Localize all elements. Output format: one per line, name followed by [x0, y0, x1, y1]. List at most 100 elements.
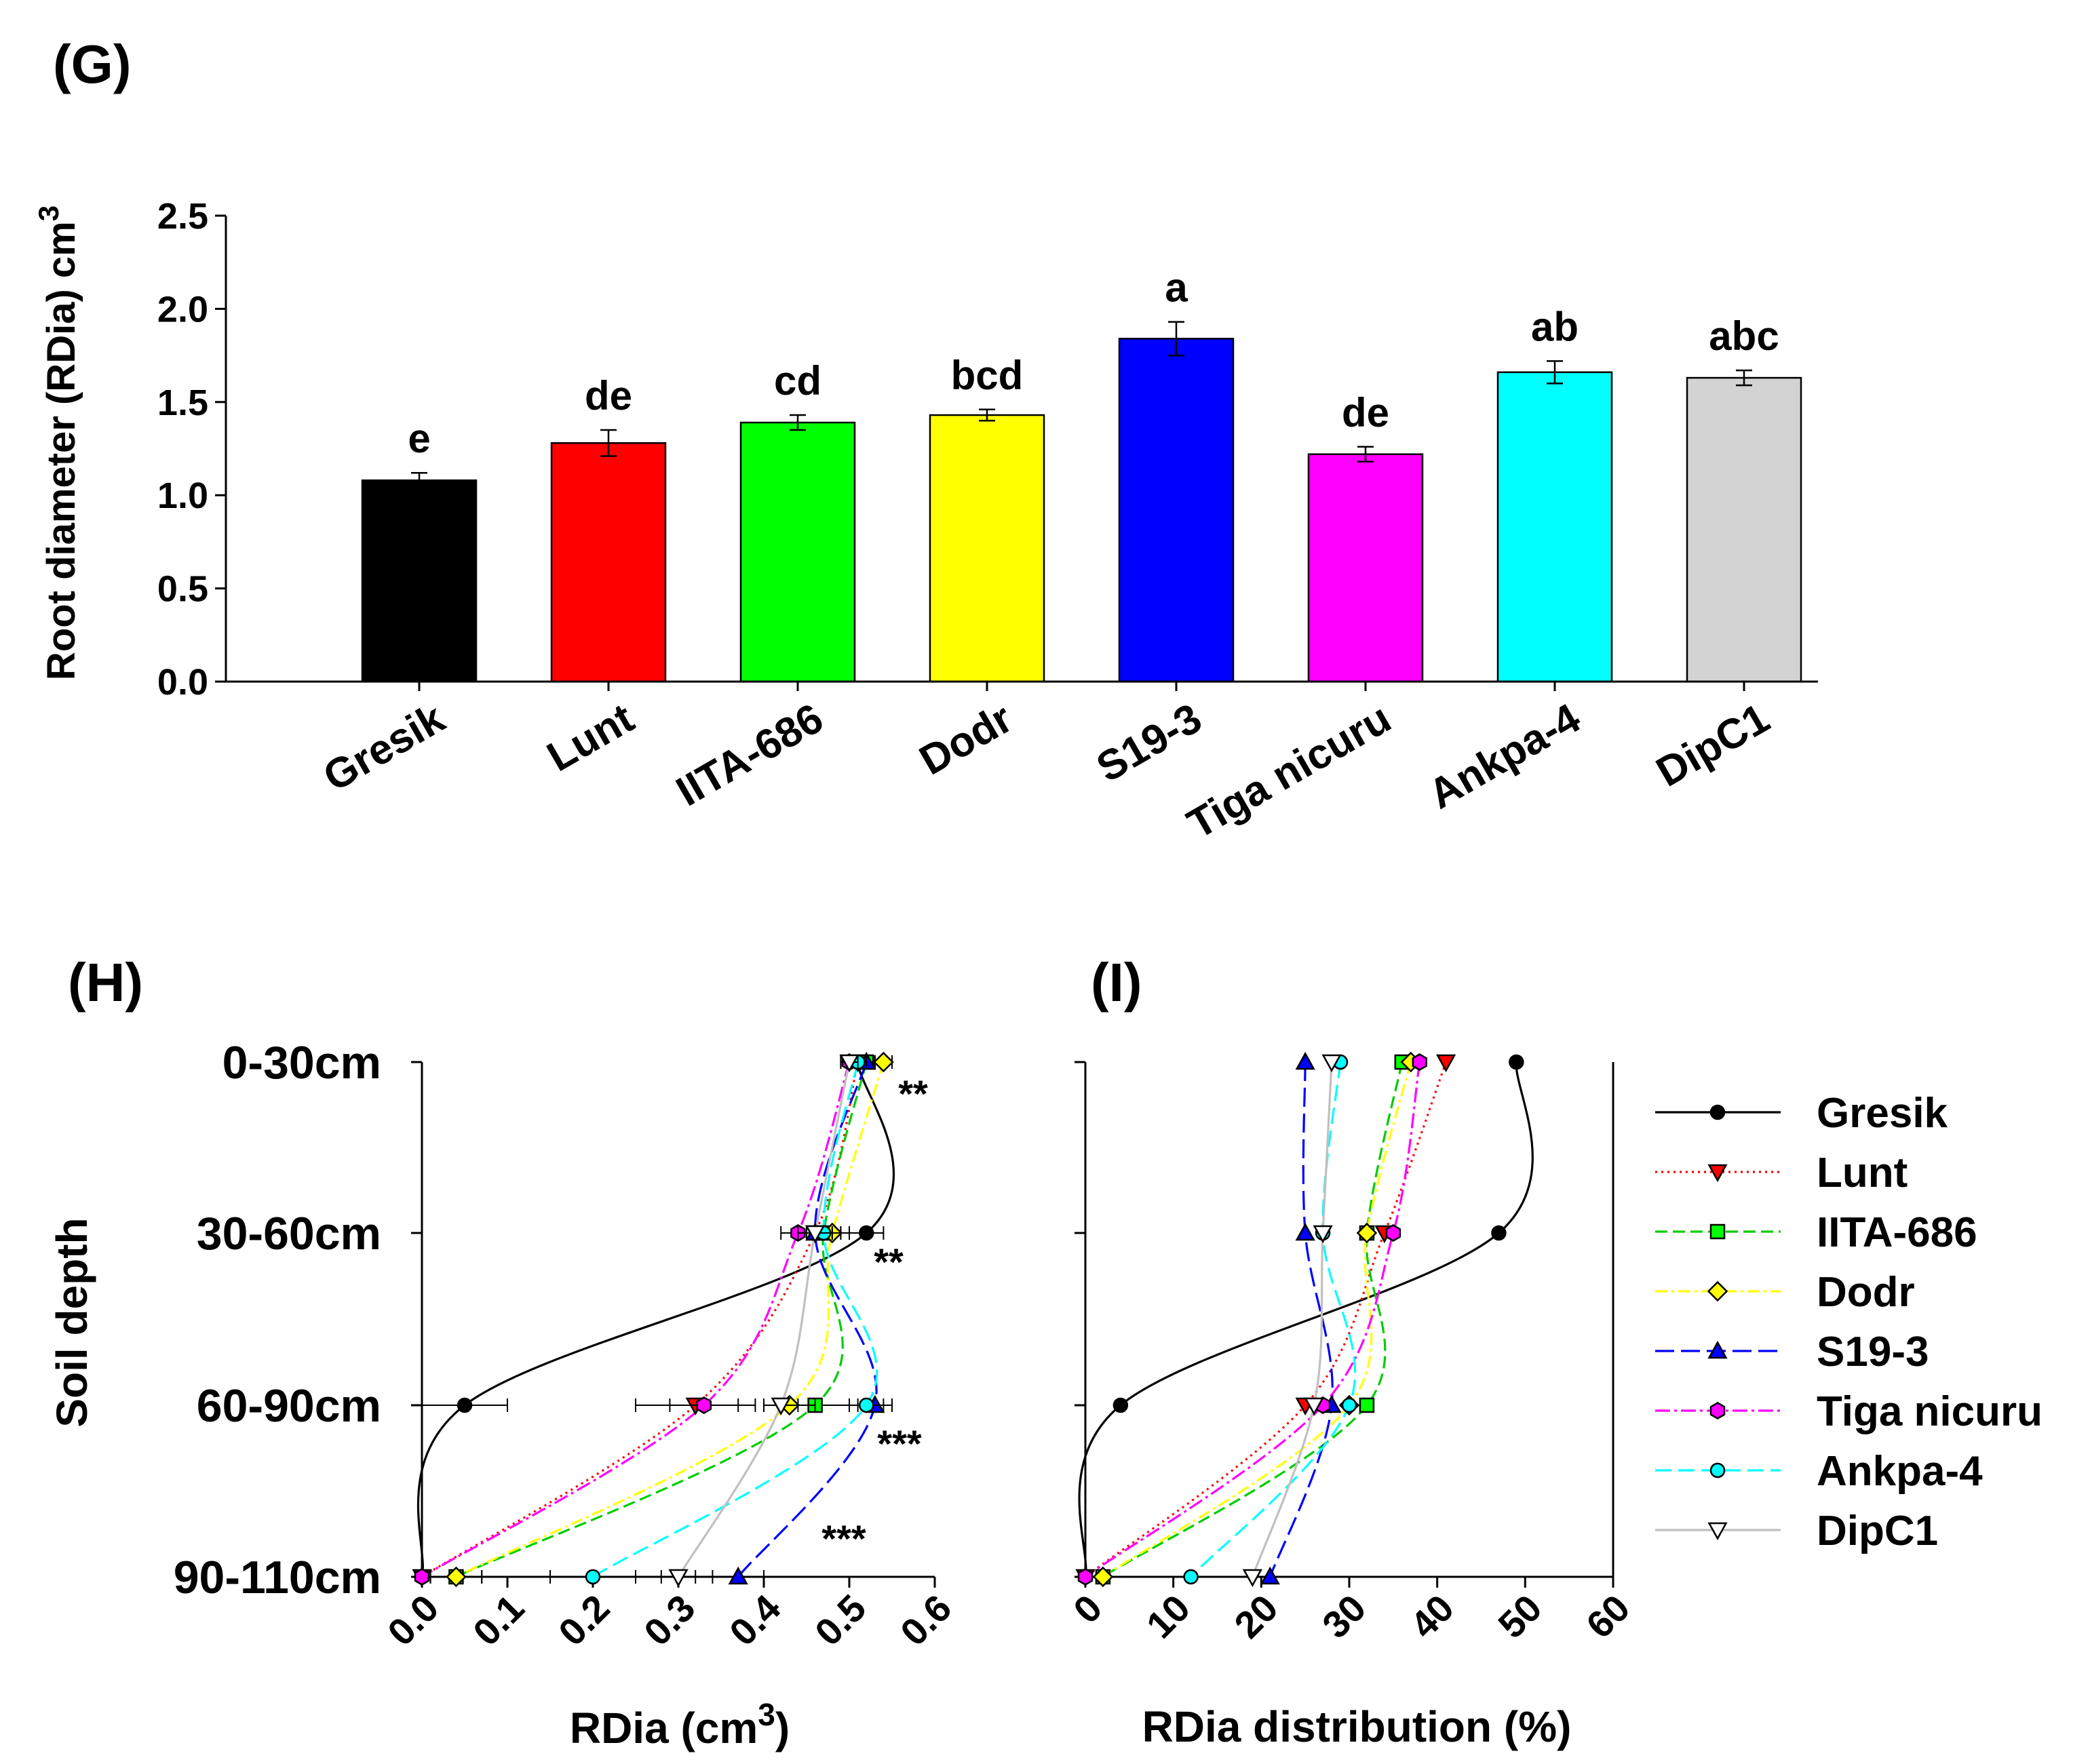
y-tick-label: 2.0	[157, 289, 208, 330]
x-tick-label: 0.1	[465, 1586, 533, 1654]
bar-ankpa-4	[1496, 371, 1613, 683]
legend-marker-dipc1	[1707, 1522, 1728, 1541]
category-label-tiga-nicuru: Tiga nicuru	[1180, 694, 1399, 848]
data-point-tiga-nicuru	[1077, 1568, 1094, 1586]
bar-dodr	[929, 414, 1045, 683]
panel-h-depth-profile: (H) Soil depth 0-30cm 30-60cm 60-90cm 90-11…	[47, 952, 959, 1752]
legend-marker-s19-3	[1707, 1340, 1728, 1359]
significance-marker: ***	[877, 1422, 922, 1465]
data-point-tiga-nicuru	[414, 1568, 430, 1586]
significance-letter-iita-686: cd	[774, 358, 821, 404]
data-point-tiga-nicuru	[1385, 1224, 1401, 1242]
category-label-dipc1: DipC1	[1648, 694, 1777, 796]
data-point-s19-3	[1260, 1566, 1280, 1585]
data-point-dipc1	[668, 1569, 689, 1588]
bar-tiga-nicuru	[1307, 453, 1424, 683]
series-line-dodr	[1102, 1061, 1412, 1578]
data-point-dipc1	[1242, 1569, 1262, 1588]
significance-marker: **	[898, 1072, 928, 1115]
y-tick-label: 1.5	[157, 383, 208, 423]
significance-letter-gresik: e	[408, 416, 430, 461]
legend-label-lunt: Lunt	[1817, 1150, 1908, 1196]
series-line-lunt	[1085, 1061, 1448, 1578]
legend-marker-iita-686	[1709, 1223, 1726, 1240]
significance-marker: ***	[821, 1517, 866, 1560]
legend-label-tiga-nicuru: Tiga nicuru	[1817, 1388, 2043, 1435]
x-tick-label: 0.0	[379, 1586, 447, 1654]
data-point-tiga-nicuru	[1412, 1053, 1427, 1071]
series-line-dodr	[455, 1061, 885, 1578]
panel-g-bars: e Gresik de Lunt cd IITA-686 bcd Dodr a S19-3 de Ti…	[315, 265, 1802, 848]
panel-i-xlabel: RDia distribution (%)	[1142, 1702, 1572, 1751]
data-point-iita-686	[1359, 1397, 1375, 1413]
legend-marker-lunt	[1707, 1164, 1728, 1183]
panel-h-xlabel: RDia (cm3)	[570, 1697, 790, 1752]
legend-label-iita-686: IITA-686	[1817, 1209, 1977, 1256]
data-point-lunt	[1436, 1054, 1456, 1073]
y-tick-label: 0.0	[157, 662, 208, 703]
data-point-tiga-nicuru	[696, 1396, 712, 1414]
series-line-ankpa-4	[592, 1061, 878, 1578]
significance-letter-lunt: de	[585, 373, 632, 418]
significance-letter-dipc1: abc	[1709, 313, 1779, 359]
series-line-dipc1	[677, 1061, 851, 1577]
panel-i-label: (I)	[1091, 952, 1142, 1013]
series-line-iita-686	[1102, 1061, 1404, 1578]
data-point-ankpa-4	[1341, 1397, 1357, 1413]
series-line-lunt	[421, 1061, 859, 1578]
legend-label-dodr: Dodr	[1817, 1269, 1915, 1316]
bar-lunt	[550, 442, 667, 683]
data-point-gresik	[1509, 1054, 1524, 1070]
x-tick-label: 10	[1138, 1586, 1199, 1647]
series-line-iita-686	[455, 1061, 868, 1578]
data-point-gresik	[1112, 1397, 1129, 1413]
bar-dipc1	[1686, 376, 1802, 683]
data-point-dodr	[446, 1566, 467, 1588]
legend-marker-dodr	[1707, 1280, 1728, 1302]
x-tick-label: 0.2	[550, 1586, 618, 1654]
legend-label-gresik: Gresik	[1817, 1090, 1948, 1137]
category-label-dodr: Dodr	[912, 694, 1020, 784]
series-line-gresik	[1078, 1061, 1534, 1577]
category-label-lunt: Lunt	[539, 694, 642, 781]
category-label-gresik: Gresik	[315, 694, 452, 801]
data-point-dipc1	[771, 1397, 791, 1416]
significance-marker: **	[874, 1240, 904, 1283]
data-point-ankpa-4	[585, 1569, 601, 1585]
significance-letter-tiga-nicuru: de	[1342, 390, 1389, 435]
legend-marker-ankpa-4	[1709, 1462, 1726, 1478]
depth-label: 0-30cm	[222, 1037, 381, 1089]
series-line-tiga-nicuru	[1085, 1061, 1421, 1578]
data-point-dodr	[1356, 1222, 1378, 1244]
data-point-dipc1	[839, 1054, 859, 1073]
data-point-ankpa-4	[858, 1397, 874, 1413]
panel-h-plot: 0.0 0.1 0.2 0.3 0.4 0.5 0.6**********	[379, 1051, 959, 1654]
data-point-gresik	[457, 1397, 473, 1413]
category-label-iita-686: IITA-686	[669, 694, 831, 815]
panel-g-ylabel: Root diameter (RDia) cm3	[33, 205, 83, 680]
panel-g-label: (G)	[53, 34, 132, 94]
panel-h-ylabel: Soil depth	[47, 1217, 96, 1427]
depth-label: 60-90cm	[197, 1380, 381, 1432]
series-line-s19-3	[737, 1061, 878, 1577]
significance-letter-s19-3: a	[1165, 265, 1188, 311]
x-tick-label: 0.5	[807, 1586, 874, 1654]
data-point-dodr	[1092, 1566, 1114, 1588]
x-tick-label: 20	[1226, 1586, 1286, 1647]
legend-label-ankpa-4: Ankpa-4	[1817, 1448, 1983, 1495]
depth-label: 90-110cm	[174, 1552, 381, 1603]
bar-iita-686	[739, 421, 856, 683]
legend-marker-tiga-nicuru	[1709, 1402, 1726, 1419]
data-point-dipc1	[1313, 1225, 1333, 1244]
panel-i-distribution-profile: (I) 0 10 20 30 40 50 60 RDia distribution (%)	[1065, 952, 1638, 1751]
legend-label-dipc1: DipC1	[1817, 1508, 1938, 1554]
legend-label-s19-3: S19-3	[1817, 1329, 1929, 1375]
data-point-s19-3	[1295, 1222, 1315, 1241]
y-tick-label: 2.5	[157, 196, 208, 237]
panel-h-label: (H)	[68, 952, 143, 1013]
x-tick-label: 40	[1402, 1586, 1463, 1647]
category-label-s19-3: S19-3	[1089, 694, 1210, 791]
series-line-ankpa-4	[1190, 1061, 1357, 1578]
series-line-gresik	[417, 1061, 895, 1577]
